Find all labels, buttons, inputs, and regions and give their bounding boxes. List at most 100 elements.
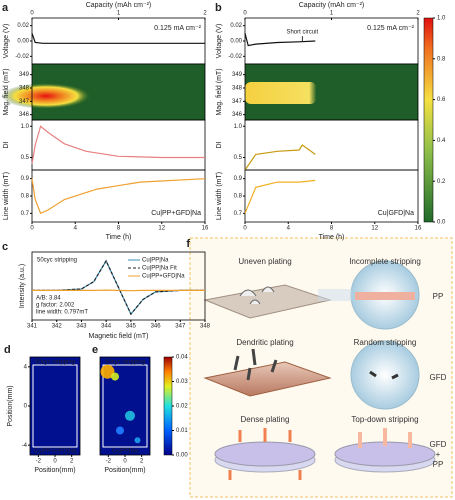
y-tick-label: 0.02 — [17, 23, 29, 29]
annotation: 0.125 mA cm⁻² — [367, 25, 415, 32]
colorbar — [163, 356, 173, 456]
series-line — [244, 179, 316, 214]
x-tick-label: -2 — [106, 459, 112, 465]
sample-outline — [32, 364, 78, 448]
heatmap-bg — [29, 356, 81, 456]
y-tick-label: 0.02 — [230, 23, 242, 29]
series-line — [244, 144, 316, 171]
stage-label: Dendritic plating — [236, 338, 293, 347]
legend-label: Cu|PP|Na — [142, 258, 169, 264]
sample-outline — [102, 364, 148, 448]
x-tick-label: 12 — [371, 226, 378, 232]
x-tick-label: -2 — [36, 459, 42, 465]
x-tick-label: 342 — [52, 324, 63, 330]
x-axis-label: Position(mm) — [34, 467, 75, 474]
x-tick-label: 344 — [101, 324, 112, 330]
dendrite — [233, 348, 278, 381]
stage-label: Incomplete stripping — [349, 257, 421, 266]
stage-label: Dense plating — [241, 415, 290, 424]
y-tick-label: 4 — [24, 364, 28, 370]
slab — [203, 361, 332, 397]
y-tick-label: -0.02 — [15, 54, 29, 60]
x-tick-label: 8 — [330, 226, 334, 232]
y-tick-label: 347 — [19, 99, 30, 105]
x-tick-label: 0 — [30, 226, 34, 232]
separator-label: GFD — [430, 440, 447, 449]
y-tick-label: -0.02 — [228, 54, 242, 60]
x-tick-label: 0 — [243, 226, 247, 232]
heatmap-hotspot — [1, 83, 92, 109]
separator-label: GFD — [430, 373, 447, 382]
x-tick-label: 16 — [415, 226, 422, 232]
y-tick-label: 347 — [232, 99, 243, 105]
y-tick-label: 0.02 — [176, 404, 188, 410]
separator-label: PP — [433, 292, 444, 301]
heatmap-spot — [100, 364, 115, 379]
sample-label: Cu|PP|Na — [112, 449, 139, 455]
x-tick-label: 1 — [330, 11, 334, 17]
x-tick-label: 348 — [200, 324, 211, 330]
x-tick-label: 341 — [27, 324, 38, 330]
stage-label: Top-down stripping — [351, 415, 418, 424]
series-line — [32, 289, 205, 292]
y-tick-label: 0.4 — [437, 138, 446, 144]
y-axis-label: Mag. field (mT) — [216, 68, 223, 115]
layer — [355, 292, 415, 300]
x-tick-label: 2 — [203, 11, 207, 17]
y-tick-label: 0 — [24, 404, 28, 410]
arrow — [228, 428, 302, 480]
sample-label: Cu|PP+GFD|Na — [151, 210, 201, 217]
y-tick-label: 0.01 — [176, 428, 188, 434]
magnifier — [350, 340, 420, 410]
x-axis-label: Time (h) — [319, 234, 345, 241]
y-axis-label: DI — [3, 141, 10, 148]
y-tick-label: 0.0 — [437, 220, 446, 226]
y-tick-label: 0.9 — [21, 176, 30, 182]
y-axis-label: Line width (mT) — [3, 172, 10, 220]
x-axis-label: Magnetic field (mT) — [89, 333, 149, 340]
y-tick-label: 348 — [19, 86, 30, 92]
y-tick-label: 0.5 — [21, 155, 30, 161]
top-axis-label: Capacity (mAh cm⁻²) — [299, 2, 365, 9]
x-tick-label: 8 — [117, 226, 121, 232]
x-tick-label: 2 — [140, 459, 144, 465]
x-tick-label: 12 — [158, 226, 165, 232]
stage-label: Uneven plating — [238, 257, 291, 266]
y-axis-label: Voltage (V) — [216, 24, 223, 59]
sample-label: Cu|GFD|Na — [378, 210, 414, 217]
y-tick-label: 0.00 — [17, 39, 29, 45]
legend-label: Cu|PP+GFD|Na — [142, 274, 185, 280]
y-tick-label: 0.5 — [234, 155, 243, 161]
deposit — [239, 286, 275, 305]
title: 50cyc stripping — [37, 258, 77, 264]
series-line — [31, 125, 205, 164]
panel-label: e — [92, 344, 98, 356]
series-line — [31, 178, 206, 215]
x-axis-label: Time (h) — [106, 234, 132, 241]
y-tick-label: 0.6 — [437, 97, 446, 103]
y-axis-label: DI — [216, 141, 223, 148]
stage-label: Random stripping — [354, 338, 417, 347]
top-axis-label: Capacity (mAh cm⁻²) — [86, 2, 152, 9]
x-tick-label: 0 — [30, 11, 34, 17]
heatmap-spot — [134, 437, 141, 444]
plot-frame — [244, 119, 419, 171]
y-tick-label: 349 — [19, 72, 30, 78]
y-axis-label: Mag. field (mT) — [3, 68, 10, 115]
x-tick-label: 0 — [53, 459, 57, 465]
heatmap-spot — [111, 372, 119, 381]
fragment — [369, 370, 399, 380]
x-tick-label: 2 — [416, 11, 420, 17]
callout: Short circuit — [286, 30, 318, 36]
y-tick-label: 0.7 — [21, 211, 30, 217]
annotation: A/B: 3.84 — [36, 296, 61, 302]
y-tick-label: 0.2 — [437, 179, 446, 185]
y-axis-label: Intensity (a.u.) — [19, 264, 26, 308]
x-axis-label: Position(mm) — [104, 467, 145, 474]
y-tick-label: 1.0 — [21, 124, 30, 130]
legend-label: Cu|PP|Na Fit — [142, 266, 177, 272]
panel-label: b — [215, 2, 222, 14]
series-line — [244, 33, 316, 47]
series-line — [31, 33, 205, 44]
